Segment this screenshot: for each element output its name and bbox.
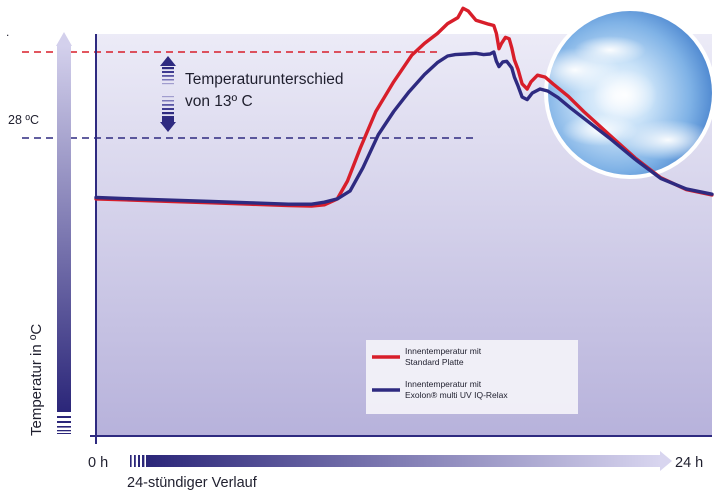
legend: Innentemperatur mit Standard Platte Inne… [366,340,578,414]
difference-arrows [160,56,176,132]
x-axis-title: 24-stündiger Verlauf [127,475,258,491]
y-axis-title: Temperatur in ºC [28,324,45,436]
sky-sun-image [544,7,716,179]
y-axis-gradient-arrow [56,32,72,434]
legend-box [366,340,578,414]
y-reference-label: 28 ºC [8,113,39,127]
legend-label-exolon-line-1: Innentemperatur mit [405,379,482,389]
legend-label-standard-line-2: Standard Platte [405,357,464,367]
top-marker-label: . [6,25,9,39]
legend-label-standard-line-1: Innentemperatur mit [405,346,482,356]
x-tick-label-end: 24 h [675,455,703,471]
x-axis-gradient-arrow [130,451,672,471]
legend-label-exolon-line-2: Exolon® multi UV IQ-Relax [405,390,508,400]
annotation-line-2: von 13º C [185,93,253,110]
annotation-line-1: Temperaturunterschied [185,71,344,88]
series-line-standard-platte [94,6,714,208]
series-line-exolon [94,50,714,206]
x-tick-label-start: 0 h [88,455,108,471]
